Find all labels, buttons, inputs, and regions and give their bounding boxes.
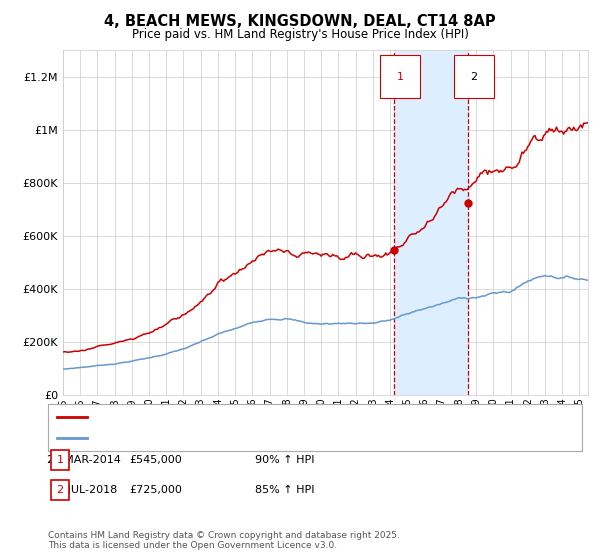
Text: 90% ↑ HPI: 90% ↑ HPI: [255, 455, 314, 465]
Text: 2: 2: [56, 485, 64, 495]
Text: 4, BEACH MEWS, KINGSDOWN, DEAL, CT14 8AP (detached house): 4, BEACH MEWS, KINGSDOWN, DEAL, CT14 8AP…: [92, 412, 435, 422]
Text: 4, BEACH MEWS, KINGSDOWN, DEAL, CT14 8AP: 4, BEACH MEWS, KINGSDOWN, DEAL, CT14 8AP: [104, 14, 496, 29]
Bar: [394, 50, 468, 395]
Text: £725,000: £725,000: [130, 485, 182, 495]
Text: Contains HM Land Registry data © Crown copyright and database right 2025.
This d: Contains HM Land Registry data © Crown c…: [48, 530, 400, 550]
Text: HPI: Average price, detached house, Dover: HPI: Average price, detached house, Dove…: [92, 433, 316, 444]
Text: Price paid vs. HM Land Registry's House Price Index (HPI): Price paid vs. HM Land Registry's House …: [131, 28, 469, 41]
Text: 1: 1: [56, 455, 64, 465]
Text: 85% ↑ HPI: 85% ↑ HPI: [255, 485, 314, 495]
Text: £545,000: £545,000: [130, 455, 182, 465]
Text: 10-JUL-2018: 10-JUL-2018: [50, 485, 118, 495]
Text: 1: 1: [397, 72, 403, 82]
Text: 2: 2: [470, 72, 478, 82]
Text: 21-MAR-2014: 21-MAR-2014: [47, 455, 121, 465]
